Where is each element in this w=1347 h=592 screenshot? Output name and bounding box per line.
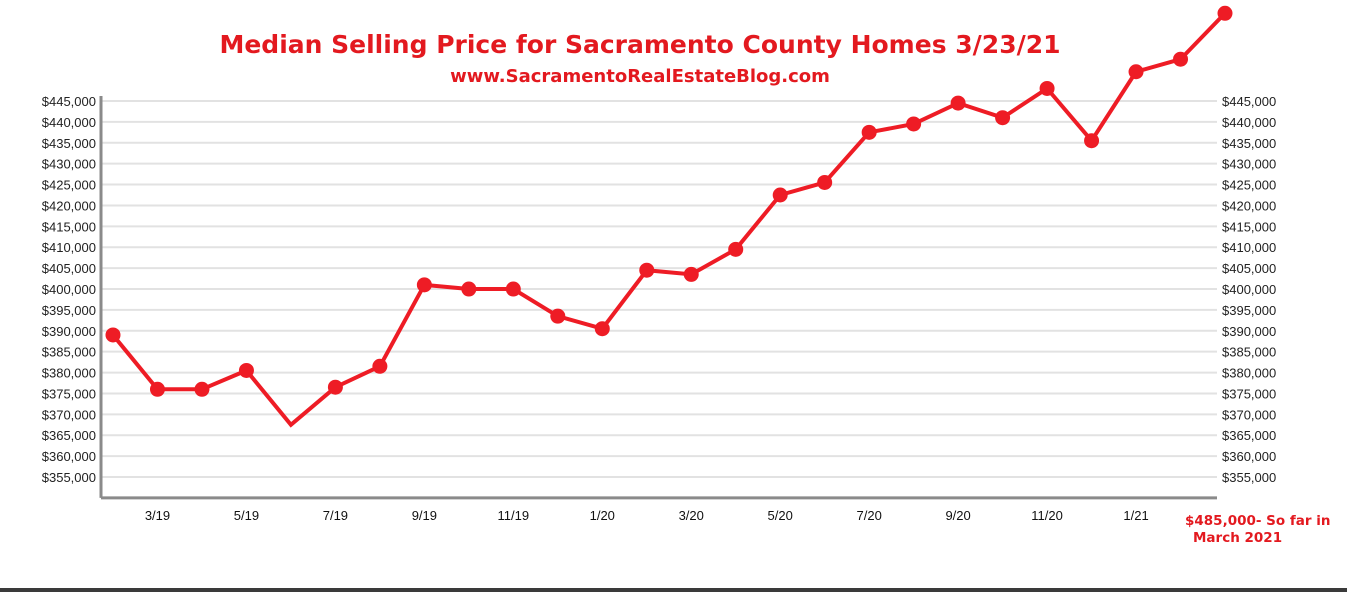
- bottom-border: [0, 588, 1347, 592]
- y-tick-label-left: $435,000: [42, 136, 96, 151]
- y-tick-label-left: $375,000: [42, 386, 96, 401]
- data-point: [461, 281, 477, 297]
- data-point: [149, 381, 165, 397]
- data-point: [1173, 51, 1189, 67]
- data-point: [594, 321, 610, 337]
- x-tick-label: 3/20: [679, 508, 704, 523]
- y-tick-label-right: $395,000: [1222, 303, 1276, 318]
- y-tick-label-left: $385,000: [42, 345, 96, 360]
- y-tick-label-left: $405,000: [42, 261, 96, 276]
- series-line: [111, 11, 1227, 428]
- data-point: [416, 277, 432, 293]
- annotation-line-1: $485,000- So far in: [1185, 513, 1331, 529]
- data-point: [772, 187, 788, 203]
- y-tick-label-right: $355,000: [1222, 470, 1276, 485]
- x-tick-label: 9/20: [945, 508, 970, 523]
- y-tick-label-right: $405,000: [1222, 261, 1276, 276]
- y-tick-label-right: $420,000: [1222, 198, 1276, 213]
- x-tick-label: 9/19: [412, 508, 437, 523]
- y-tick-label-right: $385,000: [1222, 345, 1276, 360]
- y-tick-label-left: $400,000: [42, 282, 96, 297]
- y-tick-label-right: $390,000: [1222, 324, 1276, 339]
- y-tick-label-right: $400,000: [1222, 282, 1276, 297]
- y-tick-label-right: $375,000: [1222, 386, 1276, 401]
- x-tick-label: 3/19: [145, 508, 170, 523]
- data-point: [817, 174, 833, 190]
- y-tick-label-left: $415,000: [42, 219, 96, 234]
- data-point: [372, 358, 388, 374]
- x-tick-label: 5/19: [234, 508, 259, 523]
- x-tick-label: 7/19: [323, 508, 348, 523]
- y-tick-label-left: $370,000: [42, 407, 96, 422]
- y-tick-label-right: $440,000: [1222, 115, 1276, 130]
- data-point: [550, 308, 566, 324]
- y-tick-label-right: $370,000: [1222, 407, 1276, 422]
- data-point: [950, 95, 966, 111]
- x-tick-label: 5/20: [768, 508, 793, 523]
- y-tick-label-left: $360,000: [42, 449, 96, 464]
- x-tick-label: 7/20: [857, 508, 882, 523]
- x-tick-label: 1/20: [590, 508, 615, 523]
- data-point: [194, 381, 210, 397]
- annotation: $485,000- So far in March 2021: [1185, 513, 1330, 547]
- data-point: [1217, 5, 1233, 21]
- data-point: [683, 266, 699, 282]
- y-tick-label-right: $430,000: [1222, 157, 1276, 172]
- y-tick-label-right: $435,000: [1222, 136, 1276, 151]
- chart-subtitle: www.SacramentoRealEstateBlog.com: [450, 66, 830, 87]
- annotation-line-2: March 2021: [1193, 530, 1283, 546]
- data-point: [1084, 133, 1100, 149]
- y-tick-label-right: $365,000: [1222, 428, 1276, 443]
- y-tick-label-right: $410,000: [1222, 240, 1276, 255]
- y-tick-label-left: $355,000: [42, 470, 96, 485]
- x-tick-label: 1/21: [1123, 508, 1148, 523]
- y-tick-label-right: $445,000: [1222, 94, 1276, 109]
- data-point: [995, 110, 1011, 126]
- y-tick-label-left: $425,000: [42, 178, 96, 193]
- data-point: [1039, 80, 1055, 96]
- data-point: [105, 327, 121, 343]
- data-point: [639, 262, 655, 278]
- x-tick-label: 11/20: [1031, 508, 1063, 523]
- y-tick-label-left: $440,000: [42, 115, 96, 130]
- y-tick-label-right: $360,000: [1222, 449, 1276, 464]
- y-tick-label-left: $430,000: [42, 157, 96, 172]
- y-tick-label-right: $425,000: [1222, 178, 1276, 193]
- chart-title: Median Selling Price for Sacramento Coun…: [219, 30, 1061, 59]
- y-tick-label-left: $380,000: [42, 366, 96, 381]
- y-tick-label-left: $445,000: [42, 94, 96, 109]
- data-point: [238, 362, 254, 378]
- y-tick-label-right: $380,000: [1222, 366, 1276, 381]
- data-point: [861, 124, 877, 140]
- data-point: [906, 116, 922, 132]
- data-point: [505, 281, 521, 297]
- data-point: [327, 379, 343, 395]
- x-tick-label: 11/19: [498, 508, 530, 523]
- y-tick-label-left: $365,000: [42, 428, 96, 443]
- y-tick-label-left: $390,000: [42, 324, 96, 339]
- y-tick-label-right: $415,000: [1222, 219, 1276, 234]
- data-point: [1128, 64, 1144, 80]
- data-point: [728, 241, 744, 257]
- y-tick-label-left: $410,000: [42, 240, 96, 255]
- y-tick-label-left: $420,000: [42, 198, 96, 213]
- y-tick-label-left: $395,000: [42, 303, 96, 318]
